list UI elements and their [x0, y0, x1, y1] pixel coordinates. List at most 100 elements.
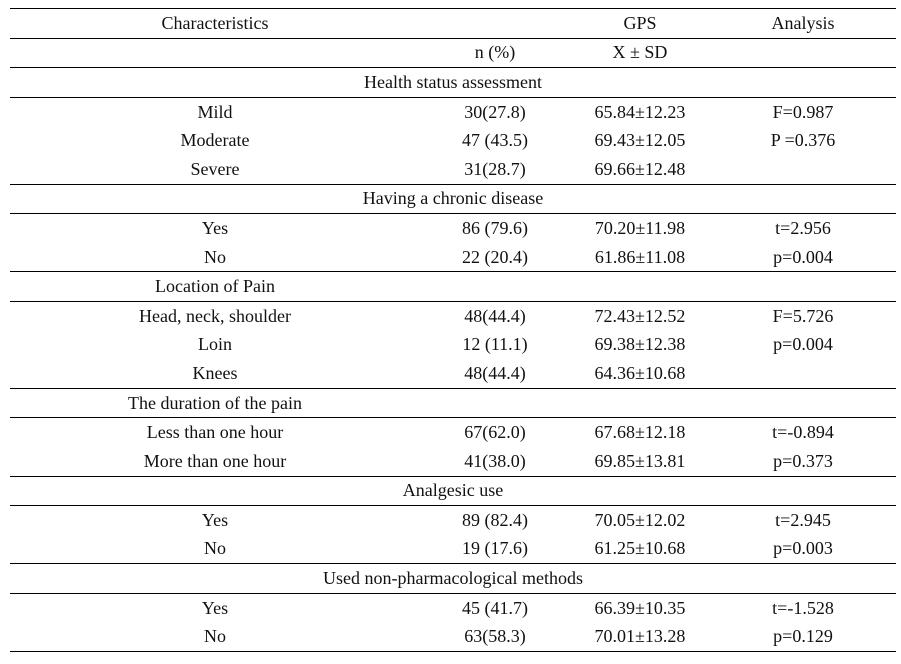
analysis-cell	[710, 155, 896, 184]
header-cell: Analysis	[710, 8, 896, 39]
data-row: Less than one hour 67(62.0) 67.68±12.18 t=-…	[10, 418, 896, 447]
n-cell: 45 (41.7)	[462, 597, 528, 618]
analysis-cell: p=0.129	[710, 622, 896, 653]
label-cell: No	[10, 622, 420, 653]
subheader-cell: X ± SD	[570, 38, 710, 69]
data-row: No 63(58.3) 70.01±13.28 p=0.129	[10, 622, 896, 653]
label-cell: Moderate	[180, 130, 250, 151]
header-cell	[420, 8, 570, 39]
label-cell: Knees	[192, 362, 238, 383]
empty-cell	[570, 387, 710, 419]
header-cell: GPS	[570, 8, 710, 39]
n-cell: 31(28.7)	[464, 158, 526, 179]
section-title: Location of Pain	[10, 271, 420, 302]
gps-cell: 69.66±12.48	[594, 158, 686, 179]
label-cell: Mild	[197, 101, 233, 122]
section-row: The duration of the pain	[10, 387, 896, 419]
data-row: Moderate 47 (43.5) 69.43±12.05 P =0.376	[10, 126, 896, 155]
data-row: Head, neck, shoulder 48(44.4) 72.43±12.52 F…	[10, 301, 896, 330]
analysis-cell: p=0.373	[773, 450, 833, 471]
data-row: Severe 31(28.7) 69.66±12.48	[10, 155, 896, 184]
n-cell: 47 (43.5)	[462, 130, 528, 151]
empty-cell	[710, 271, 896, 302]
n-cell: 86 (79.6)	[462, 217, 528, 238]
section-row: Used non-pharmacological methods	[10, 563, 896, 594]
n-cell: 30(27.8)	[464, 101, 526, 122]
header-cell: Characteristics	[10, 8, 420, 39]
analysis-cell: P =0.376	[770, 130, 836, 151]
n-cell: 89 (82.4)	[462, 509, 528, 530]
gps-cell: 61.86±11.08	[594, 246, 686, 267]
gps-cell: 67.68±12.18	[594, 422, 686, 443]
empty-cell	[570, 271, 710, 302]
gps-cell: 61.25±10.68	[594, 538, 686, 559]
n-cell: 63(58.3)	[420, 622, 570, 653]
section-title: The duration of the pain	[10, 387, 420, 419]
analysis-cell	[710, 359, 896, 388]
analysis-cell: p=0.003	[773, 538, 833, 559]
data-row: Yes 89 (82.4) 70.05±12.02 t=2.945	[10, 506, 896, 535]
data-row: Yes 45 (41.7) 66.39±10.35 t=-1.528	[10, 593, 896, 622]
n-cell: 41(38.0)	[464, 450, 526, 471]
data-row: Mild 30(27.8) 65.84±12.23 F=0.987	[10, 97, 896, 126]
n-cell: 12 (11.1)	[462, 334, 528, 355]
n-cell: 67(62.0)	[464, 422, 526, 443]
n-cell: 48(44.4)	[464, 362, 526, 383]
analysis-cell: F=5.726	[772, 305, 834, 326]
gps-cell: 69.43±12.05	[594, 130, 686, 151]
empty-cell	[710, 387, 896, 419]
section-title: Having a chronic disease	[10, 183, 896, 215]
analysis-cell: p=0.004	[773, 334, 833, 355]
gps-cell: 69.85±13.81	[594, 450, 686, 471]
analysis-cell: t=2.945	[775, 509, 831, 530]
data-row: More than one hour 41(38.0) 69.85±13.81 p=0…	[10, 447, 896, 476]
data-row: Knees 48(44.4) 64.36±10.68	[10, 359, 896, 388]
data-row: Loin 12 (11.1) 69.38±12.38 p=0.004	[10, 331, 896, 360]
subheader-cell	[10, 38, 420, 69]
analysis-cell: t=-1.528	[772, 597, 834, 618]
label-cell: Less than one hour	[146, 422, 284, 443]
label-cell: No	[204, 538, 226, 559]
table-body: Characteristics GPS Analysis n (%) X ± S…	[10, 8, 896, 653]
label-cell: Yes	[201, 509, 229, 530]
data-row: Yes 86 (79.6) 70.20±11.98 t=2.956	[10, 214, 896, 243]
empty-cell	[420, 271, 570, 302]
section-title: Analgesic use	[10, 475, 896, 507]
gps-cell: 65.84±12.23	[594, 101, 686, 122]
n-cell: 22 (20.4)	[462, 246, 528, 267]
gps-cell: 72.43±12.52	[594, 305, 686, 326]
n-cell: 19 (17.6)	[462, 538, 528, 559]
label-cell: No	[204, 246, 226, 267]
header-row: Characteristics GPS Analysis	[10, 8, 896, 39]
data-row: No 22 (20.4) 61.86±11.08 p=0.004	[10, 243, 896, 272]
gps-cell: 70.20±11.98	[594, 217, 686, 238]
label-cell: More than one hour	[143, 450, 287, 471]
subheader-cell: n (%)	[420, 38, 570, 69]
gps-cell: 66.39±10.35	[594, 597, 686, 618]
gps-cell: 64.36±10.68	[594, 362, 686, 383]
label-cell: Severe	[190, 158, 240, 179]
subheader-cell	[710, 38, 896, 69]
analysis-cell: p=0.004	[773, 246, 833, 267]
results-table: Characteristics GPS Analysis n (%) X ± S…	[10, 8, 896, 653]
empty-cell	[420, 387, 570, 419]
section-row: Analgesic use	[10, 475, 896, 507]
gps-cell: 70.01±13.28	[570, 622, 710, 653]
data-row: No 19 (17.6) 61.25±10.68 p=0.003	[10, 535, 896, 564]
n-cell: 48(44.4)	[464, 305, 526, 326]
gps-cell: 69.38±12.38	[594, 334, 686, 355]
section-row: Having a chronic disease	[10, 183, 896, 215]
label-cell: Yes	[201, 597, 229, 618]
label-cell: Yes	[201, 217, 229, 238]
section-title: Used non-pharmacological methods	[10, 563, 896, 594]
section-title: Health status assessment	[10, 67, 896, 98]
section-row: Health status assessment	[10, 67, 896, 98]
analysis-cell: F=0.987	[772, 101, 834, 122]
analysis-cell: t=-0.894	[772, 422, 834, 443]
subheader-row: n (%) X ± SD	[10, 38, 896, 69]
label-cell: Loin	[198, 334, 232, 355]
label-cell: Head, neck, shoulder	[139, 305, 291, 326]
gps-cell: 70.05±12.02	[594, 509, 686, 530]
section-row: Location of Pain	[10, 271, 896, 302]
analysis-cell: t=2.956	[775, 217, 831, 238]
